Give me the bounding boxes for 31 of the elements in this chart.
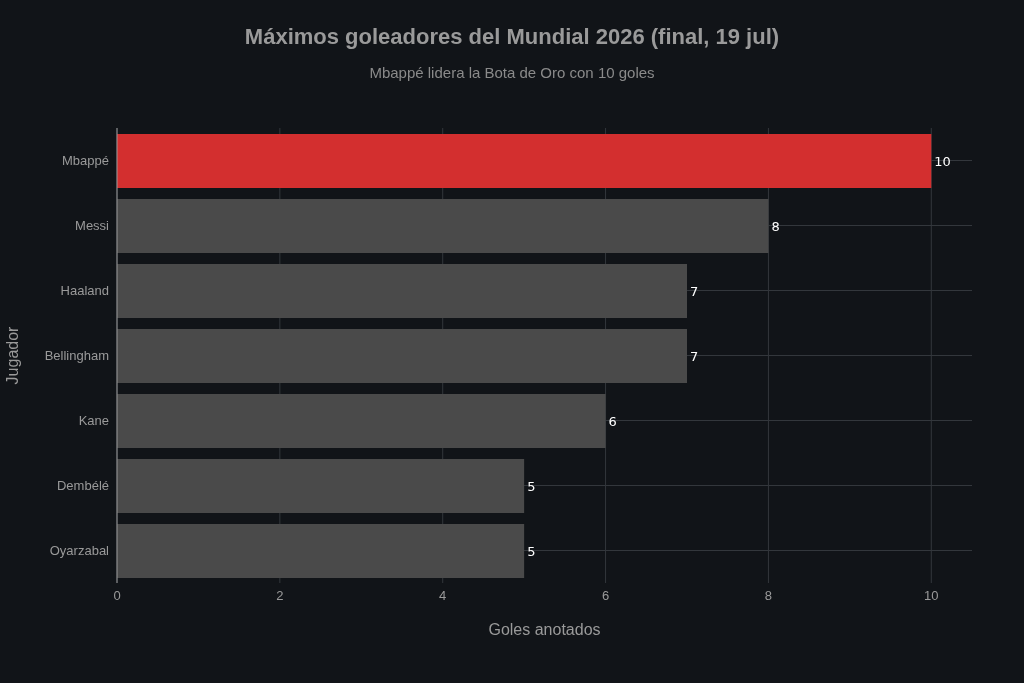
data-label: 5 xyxy=(527,543,536,559)
bar xyxy=(117,264,687,318)
x-tick-label: 8 xyxy=(764,588,773,604)
chart-title: Máximos goleadores del Mundial 2026 (final, 19 jul) xyxy=(243,24,781,50)
y-tick-label: Dembélé xyxy=(56,478,109,494)
y-tick-label: Kane xyxy=(78,413,109,429)
x-tick-label: 10 xyxy=(924,588,939,604)
x-axis-title: Goles anotados xyxy=(488,621,601,638)
y-tick-label: Bellingham xyxy=(44,348,109,364)
x-tick-label: 4 xyxy=(439,588,447,604)
bar xyxy=(117,199,769,253)
chart-subtitle: Mbappé lidera la Bota de Oro con 10 goles xyxy=(368,64,656,81)
y-tick-label: Messi xyxy=(75,218,110,234)
x-tick-label: 0 xyxy=(113,588,121,604)
data-label: 7 xyxy=(690,283,699,299)
data-label: 5 xyxy=(527,478,536,494)
x-tick-label: 6 xyxy=(601,588,610,604)
data-label: 6 xyxy=(608,413,617,429)
data-label: 8 xyxy=(771,218,780,234)
bar xyxy=(117,134,932,188)
y-tick-label: Oyarzabal xyxy=(49,543,110,559)
y-tick-label: Haaland xyxy=(60,283,109,299)
y-tick-label: Mbappé xyxy=(62,153,109,169)
bar xyxy=(117,329,687,383)
y-axis-title: Jugador xyxy=(3,325,21,385)
bar xyxy=(117,524,525,578)
x-tick-label: 2 xyxy=(276,588,284,604)
data-label: 10 xyxy=(934,153,951,169)
data-label: 7 xyxy=(690,348,699,364)
bar xyxy=(117,459,525,513)
bar xyxy=(117,394,606,448)
